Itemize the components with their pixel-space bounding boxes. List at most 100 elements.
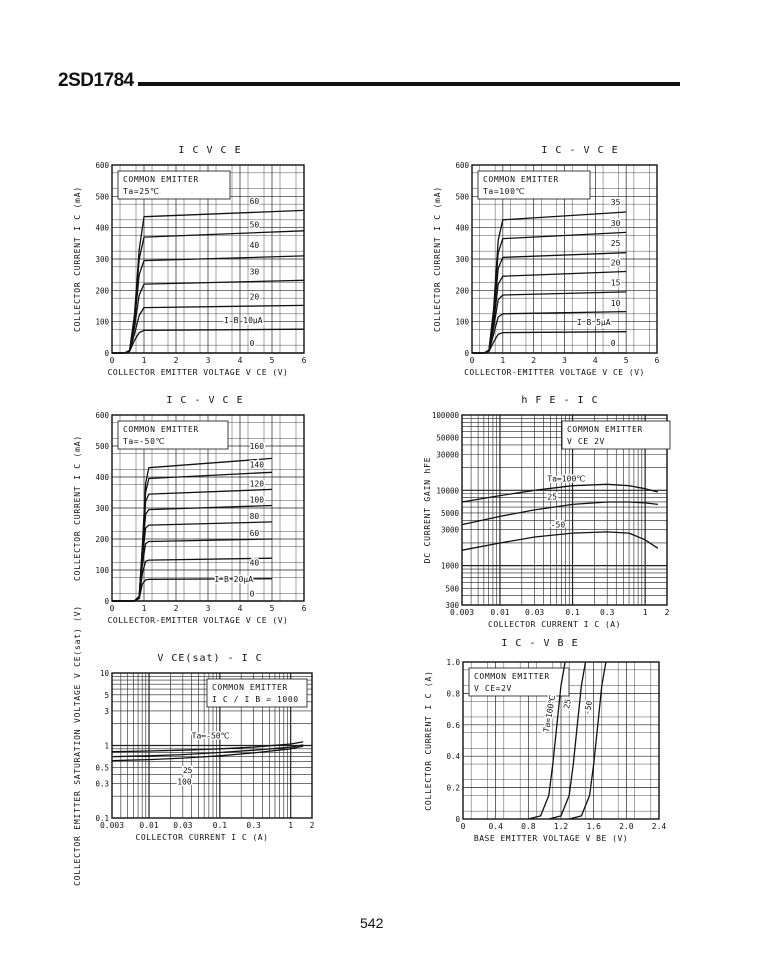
- legend-text: Ta=25℃: [123, 187, 160, 196]
- curve-label: 0: [611, 339, 616, 348]
- x-tick-label: 0.1: [213, 821, 228, 830]
- series-line: [548, 661, 587, 820]
- y-tick-label: 500: [445, 584, 459, 593]
- curve-label: 0: [250, 589, 255, 598]
- x-axis-label: COLLECTOR CURRENT I C (A): [488, 620, 621, 629]
- x-tick-label: 3: [206, 604, 211, 613]
- curve-label: 25: [547, 493, 557, 502]
- y-tick-label: 100: [95, 566, 109, 575]
- curve-label: I B 10μA: [224, 316, 263, 325]
- y-tick-label: 500: [95, 442, 109, 451]
- y-tick-label: 30000: [436, 450, 459, 459]
- x-tick-label: 0: [461, 822, 466, 831]
- legend-text: I C / I B = 1000: [212, 695, 299, 704]
- curve-label: 50: [250, 221, 260, 230]
- series-line: [461, 531, 659, 551]
- legend-text: COMMON EMITTER: [212, 683, 288, 692]
- curve-label: 35: [611, 198, 621, 207]
- y-tick-label: 200: [95, 286, 109, 295]
- curve-label: I B 20μA: [214, 575, 253, 584]
- y-tick-label: 300: [95, 255, 109, 264]
- y-tick-label: 200: [95, 535, 109, 544]
- curve-label: 25: [611, 239, 621, 248]
- legend-text: COMMON EMITTER: [474, 672, 550, 681]
- legend-box: [117, 170, 231, 200]
- x-tick-label: 4: [238, 604, 243, 613]
- y-tick-label: 0: [104, 349, 109, 358]
- y-tick-label: 50000: [436, 434, 459, 443]
- legend-text: COMMON EMITTER: [483, 175, 559, 184]
- x-tick-label: 3: [206, 356, 211, 365]
- y-tick-label: 600: [95, 161, 109, 170]
- chart-title: I C V C E: [178, 145, 241, 156]
- curve-label: 15: [611, 279, 621, 288]
- plot-frame: [462, 661, 660, 820]
- y-tick-label: 200: [455, 286, 469, 295]
- x-tick-label: 0: [110, 356, 115, 365]
- series-line: [461, 501, 658, 526]
- chart-title: I C - V C E: [166, 395, 243, 406]
- x-tick-label: 2: [665, 608, 670, 617]
- x-axis-label: COLLECTOR CURRENT I C (A): [136, 833, 269, 842]
- y-tick-label: 400: [95, 224, 109, 233]
- series-line: [569, 661, 607, 820]
- x-tick-label: 2: [174, 356, 179, 365]
- y-tick-label: 0.2: [446, 784, 460, 793]
- x-axis-label: BASE EMITTER VOLTAGE V BE (V): [474, 834, 628, 843]
- page-number: 542: [360, 915, 384, 931]
- series-line: [111, 744, 304, 758]
- y-tick-label: 600: [95, 411, 109, 420]
- chart-title: V CE(sat) - I C: [157, 653, 262, 664]
- legend-box: [117, 420, 229, 450]
- legend-text: V CE=2V: [474, 684, 512, 693]
- curve-label: 140: [250, 461, 265, 470]
- x-tick-label: 1: [142, 604, 147, 613]
- x-tick-label: 1.6: [586, 822, 601, 831]
- x-tick-label: 2: [531, 356, 536, 365]
- y-tick-label: 300: [95, 504, 109, 513]
- curve-label: 0: [250, 339, 255, 348]
- curve-label: 20: [611, 258, 621, 267]
- chart-title: h F E - I C: [521, 395, 598, 406]
- y-axis-label: COLLECTOR CURRENT I C (A): [424, 670, 433, 810]
- y-tick-label: 1000: [441, 562, 460, 571]
- x-tick-label: 2: [310, 821, 315, 830]
- chart-hfe-ic: 0.003 0.01 0.03 0.1 0.3 1 2 300 500 1000 3000 5000 1…: [423, 395, 671, 629]
- x-tick-label: 0.03: [525, 608, 544, 617]
- y-axis-label: COLLECTOR CURRENT I C (mA): [433, 186, 442, 332]
- plot-frame: [111, 672, 313, 819]
- chart-title: I C - V C E: [541, 145, 618, 156]
- y-axis-label: COLLECTOR EMITTER SATURATION VOLTAGE V C…: [73, 605, 82, 886]
- y-tick-label: 100: [455, 318, 469, 327]
- y-tick-label: 0.1: [95, 814, 109, 823]
- x-axis-label: COLLECTOR EMITTER VOLTAGE V CE (V): [108, 368, 289, 377]
- curve-label: 40: [250, 558, 260, 567]
- curve-label: 30: [250, 268, 260, 277]
- x-axis-label: COLLECTOR-EMITTER VOLTAGE V CE (V): [108, 616, 289, 625]
- x-tick-label: 2.4: [652, 822, 667, 831]
- y-tick-label: 0: [464, 349, 469, 358]
- curve-label: 25: [183, 766, 193, 775]
- curve-label: Ta=100℃: [547, 475, 585, 484]
- x-tick-label: 0: [470, 356, 475, 365]
- plot-frame: [461, 414, 668, 606]
- x-tick-label: 0.3: [600, 608, 615, 617]
- x-tick-label: 1: [288, 821, 293, 830]
- y-tick-label: 400: [455, 224, 469, 233]
- x-tick-label: 3: [562, 356, 567, 365]
- curve-label: 10: [611, 299, 621, 308]
- x-tick-label: 0.03: [173, 821, 192, 830]
- curve-label: 40: [250, 241, 260, 250]
- x-tick-label: 1.2: [554, 822, 569, 831]
- y-tick-label: 600: [455, 161, 469, 170]
- x-tick-label: 0.3: [246, 821, 261, 830]
- x-tick-label: 0.003: [450, 608, 474, 617]
- y-tick-label: 500: [455, 192, 469, 201]
- curve-label: 60: [250, 197, 260, 206]
- chart-title: I C - V B E: [501, 638, 578, 649]
- y-tick-label: 0: [455, 815, 460, 824]
- y-tick-label: 300: [455, 255, 469, 264]
- x-tick-label: 0.1: [565, 608, 580, 617]
- x-tick-label: 2: [174, 604, 179, 613]
